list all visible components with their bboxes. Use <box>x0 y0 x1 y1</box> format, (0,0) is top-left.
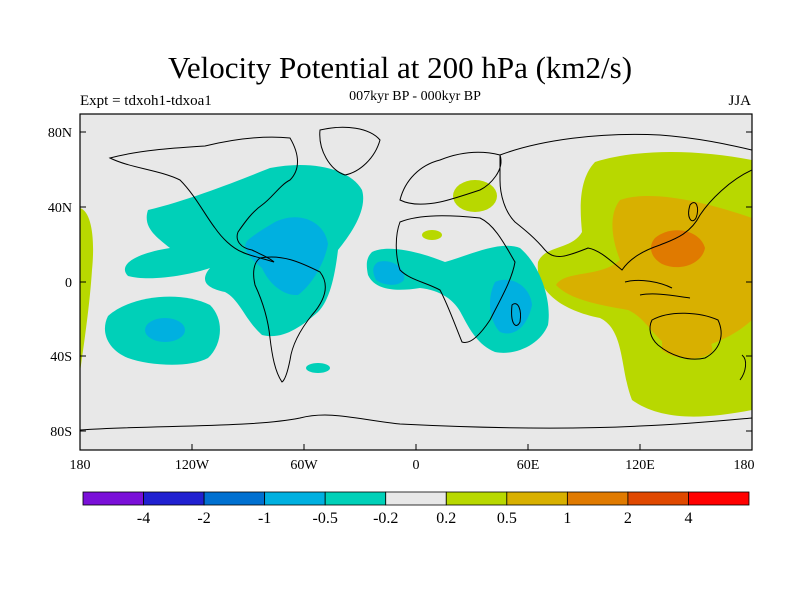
colorbar-label: -0.2 <box>373 510 398 527</box>
map-title: Velocity Potential at 200 hPa (km2/s) <box>167 50 633 85</box>
x-tick-label: 180 <box>70 458 91 473</box>
colorbar-label: -0.5 <box>313 510 338 527</box>
colorbar-swatch <box>203 491 266 506</box>
colorbar-swatch <box>324 491 387 506</box>
antarctica-outline <box>80 414 752 431</box>
x-tick-label: 60W <box>290 458 318 473</box>
positive-region-sahara <box>422 230 442 240</box>
colorbar-swatch <box>566 491 629 506</box>
colorbar-label: 4 <box>684 510 692 527</box>
y-tick-label: 80N <box>48 126 72 141</box>
south-america-outline <box>253 256 326 383</box>
positive-core <box>650 230 705 268</box>
colorbar-swatch <box>506 491 568 506</box>
madagascar-outline <box>511 303 521 326</box>
colorbar-label: -1 <box>258 510 271 527</box>
colorbar-label: 2 <box>624 510 632 527</box>
y-tick-label: 40N <box>48 201 72 216</box>
australia-outline <box>649 312 722 360</box>
positive-region-orange <box>556 196 752 350</box>
x-tick-label: 180 <box>734 458 755 473</box>
colorbar-swatch <box>627 491 689 506</box>
indonesia-outline <box>624 279 691 299</box>
japan-outline <box>688 202 699 222</box>
europe-outline <box>399 151 502 205</box>
colorbar-swatch <box>264 491 326 506</box>
y-tick-label: 80S <box>50 425 72 440</box>
negative-core-atlantic <box>373 261 405 285</box>
new-zealand-outline <box>739 354 747 381</box>
negative-core-americas <box>245 217 328 296</box>
coastlines <box>80 126 752 431</box>
negative-region-south-atlantic <box>306 363 330 373</box>
negative-core-indian <box>489 279 532 334</box>
x-axis: 180 120W 60W 0 60E 120E 180 <box>70 444 755 473</box>
positive-region-west-edge <box>80 208 94 372</box>
map-subtitle: 007kyr BP - 000kyr BP <box>349 89 481 104</box>
x-tick-label: 0 <box>413 458 420 473</box>
colorbar-swatch <box>385 491 447 506</box>
colorbar-label: 0.2 <box>436 510 456 527</box>
colorbar-swatch <box>143 491 205 506</box>
colorbar-swatch <box>445 491 508 506</box>
colorbar-label: 0.5 <box>497 510 517 527</box>
negative-region-americas <box>124 164 364 337</box>
positive-region-australia <box>662 327 713 359</box>
colorbar: -4 -2 -1 -0.5 -0.2 0.2 0.5 1 2 4 <box>82 491 750 527</box>
negative-core-south-pacific <box>145 318 185 342</box>
x-tick-label: 120E <box>625 458 655 473</box>
north-america-outline <box>108 136 298 263</box>
africa-outline <box>395 215 516 344</box>
positive-region-europe <box>453 180 497 212</box>
colorbar-label: 1 <box>563 510 571 527</box>
colorbar-label: -4 <box>137 510 150 527</box>
x-tick-label: 60E <box>517 458 540 473</box>
colorbar-swatch <box>688 491 750 506</box>
season-label: JJA <box>728 93 751 109</box>
y-axis: 80N 40N 0 40S 80S <box>48 126 752 440</box>
greenland-outline <box>319 126 381 176</box>
y-tick-label: 40S <box>50 350 72 365</box>
experiment-label: Expt = tdxoh1-tdxoa1 <box>80 93 212 109</box>
colorbar-swatch <box>82 491 144 506</box>
colorbar-label: -2 <box>197 510 210 527</box>
x-tick-label: 120W <box>175 458 210 473</box>
asia-outline <box>499 133 752 271</box>
y-tick-label: 0 <box>65 276 72 291</box>
